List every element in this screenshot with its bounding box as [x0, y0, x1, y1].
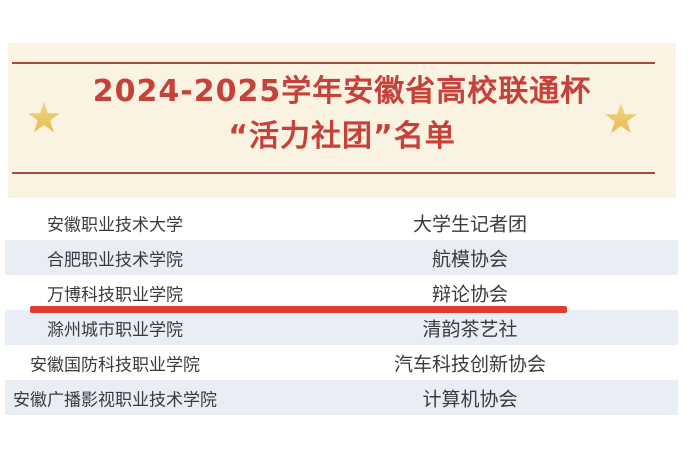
school-name: 合肥职业技术学院: [47, 250, 183, 270]
school-name: 万博科技职业学院: [47, 285, 183, 305]
club-name: 计算机协会: [422, 388, 518, 410]
page-title-line2: “活力社团”名单: [228, 119, 456, 154]
club-name: 辩论协会: [431, 283, 509, 305]
school-name: 安徽国防科技职业学院: [30, 355, 200, 375]
school-name: 安徽广播影视职业技术学院: [13, 390, 217, 410]
club-name: 大学生记者团: [412, 213, 528, 235]
school-name: 安徽职业技术大学: [47, 215, 183, 235]
table-row: 合肥职业技术学院 航模协会: [5, 240, 678, 275]
header-rule-bottom: [12, 172, 655, 174]
table-row: 安徽广播影视职业技术学院 计算机协会: [5, 380, 678, 415]
school-name: 滁州城市职业学院: [47, 320, 183, 340]
star-icon: ★: [25, 93, 63, 142]
highlight-underline: [30, 306, 567, 313]
header-banner: [8, 43, 676, 198]
header-rule-top: [12, 62, 655, 64]
club-name: 清韵茶艺社: [422, 318, 518, 340]
club-name: 航模协会: [431, 248, 509, 270]
page-title-line1: 2024-2025学年安徽省高校联通杯: [92, 74, 592, 109]
club-name: 汽车科技创新协会: [393, 353, 547, 375]
table-row: 滁州城市职业学院 清韵茶艺社: [5, 310, 678, 345]
table-row: 安徽国防科技职业学院 汽车科技创新协会: [5, 345, 678, 380]
star-icon: ★: [602, 94, 640, 143]
club-list-table: 安徽职业技术大学 大学生记者团 合肥职业技术学院 航模协会 万博科技职业学院 辩…: [5, 205, 678, 415]
page-title: 2024-2025学年安徽省高校联通杯 “活力社团”名单: [8, 69, 676, 159]
table-row: 安徽职业技术大学 大学生记者团: [5, 205, 678, 240]
table-row: 万博科技职业学院 辩论协会: [5, 275, 678, 310]
